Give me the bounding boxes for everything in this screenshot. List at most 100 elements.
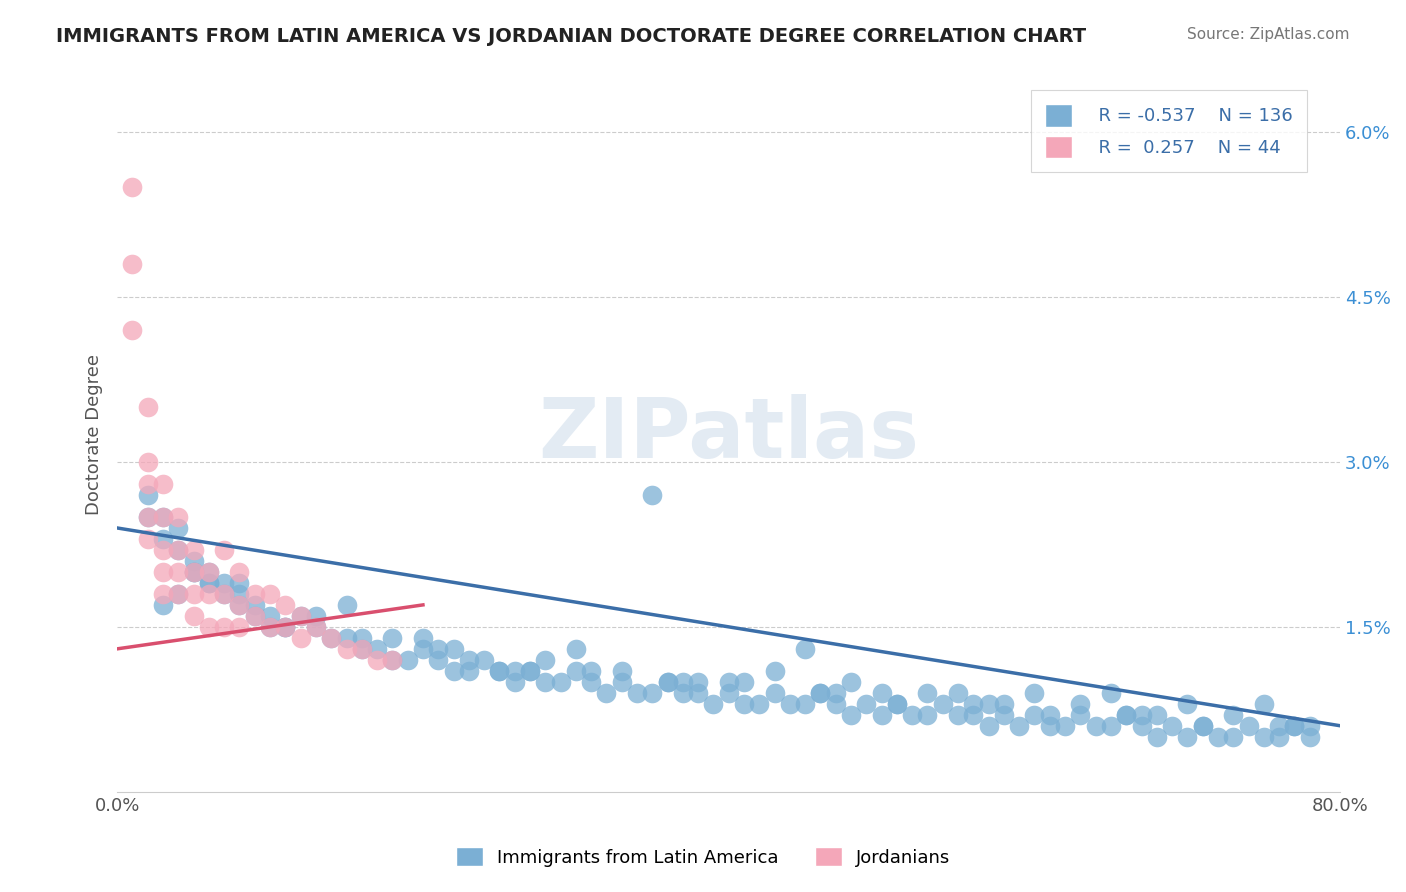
Point bbox=[259, 620, 281, 634]
Point bbox=[1024, 686, 1046, 700]
Point bbox=[121, 180, 143, 194]
Point bbox=[886, 697, 908, 711]
Point bbox=[688, 686, 710, 700]
Point bbox=[152, 543, 174, 558]
Point bbox=[350, 641, 373, 656]
Point bbox=[457, 653, 479, 667]
Point bbox=[1039, 719, 1062, 733]
Point bbox=[1008, 719, 1031, 733]
Point bbox=[717, 686, 740, 700]
Point bbox=[457, 664, 479, 678]
Point bbox=[1054, 719, 1077, 733]
Point bbox=[1284, 719, 1306, 733]
Point bbox=[152, 565, 174, 579]
Point bbox=[962, 697, 984, 711]
Point bbox=[167, 587, 190, 601]
Point bbox=[183, 554, 205, 568]
Point bbox=[381, 653, 404, 667]
Y-axis label: Doctorate Degree: Doctorate Degree bbox=[86, 354, 103, 515]
Point bbox=[366, 641, 388, 656]
Point bbox=[121, 257, 143, 271]
Point bbox=[946, 707, 969, 722]
Point bbox=[290, 608, 312, 623]
Point bbox=[1130, 707, 1153, 722]
Point bbox=[274, 620, 297, 634]
Point bbox=[472, 653, 495, 667]
Point bbox=[198, 587, 221, 601]
Point bbox=[198, 565, 221, 579]
Point bbox=[1115, 707, 1137, 722]
Point bbox=[579, 664, 602, 678]
Point bbox=[198, 575, 221, 590]
Point bbox=[946, 686, 969, 700]
Point bbox=[993, 697, 1015, 711]
Point bbox=[183, 587, 205, 601]
Point bbox=[259, 608, 281, 623]
Point bbox=[519, 664, 541, 678]
Point bbox=[212, 587, 235, 601]
Point bbox=[243, 587, 266, 601]
Point bbox=[824, 697, 846, 711]
Point bbox=[1177, 697, 1199, 711]
Text: ZIPatlas: ZIPatlas bbox=[538, 394, 920, 475]
Point bbox=[901, 707, 924, 722]
Point bbox=[657, 674, 679, 689]
Point bbox=[228, 620, 250, 634]
Point bbox=[274, 598, 297, 612]
Point bbox=[243, 608, 266, 623]
Point bbox=[183, 543, 205, 558]
Point bbox=[443, 664, 465, 678]
Point bbox=[977, 719, 1000, 733]
Point bbox=[321, 631, 343, 645]
Point bbox=[1069, 707, 1091, 722]
Point bbox=[212, 543, 235, 558]
Point bbox=[702, 697, 724, 711]
Point bbox=[886, 697, 908, 711]
Point bbox=[733, 697, 755, 711]
Point bbox=[335, 598, 357, 612]
Point bbox=[1237, 719, 1260, 733]
Point bbox=[412, 631, 434, 645]
Point bbox=[1206, 730, 1229, 744]
Point bbox=[228, 587, 250, 601]
Point bbox=[610, 664, 633, 678]
Point bbox=[641, 686, 664, 700]
Point bbox=[274, 620, 297, 634]
Point bbox=[1268, 730, 1291, 744]
Point bbox=[717, 674, 740, 689]
Point bbox=[198, 565, 221, 579]
Legend:   R = -0.537    N = 136,   R =  0.257    N = 44: R = -0.537 N = 136, R = 0.257 N = 44 bbox=[1031, 90, 1306, 172]
Point bbox=[350, 631, 373, 645]
Point bbox=[366, 653, 388, 667]
Legend: Immigrants from Latin America, Jordanians: Immigrants from Latin America, Jordanian… bbox=[449, 840, 957, 874]
Text: Source: ZipAtlas.com: Source: ZipAtlas.com bbox=[1187, 27, 1350, 42]
Point bbox=[1024, 707, 1046, 722]
Point bbox=[917, 686, 939, 700]
Point bbox=[183, 565, 205, 579]
Point bbox=[167, 565, 190, 579]
Point bbox=[321, 631, 343, 645]
Point bbox=[763, 686, 786, 700]
Point bbox=[534, 653, 557, 667]
Point bbox=[503, 664, 526, 678]
Point bbox=[1115, 707, 1137, 722]
Point bbox=[136, 488, 159, 502]
Point bbox=[1084, 719, 1107, 733]
Point bbox=[183, 565, 205, 579]
Point bbox=[565, 664, 588, 678]
Point bbox=[427, 641, 450, 656]
Point bbox=[167, 543, 190, 558]
Point bbox=[152, 532, 174, 546]
Point bbox=[1069, 697, 1091, 711]
Point bbox=[228, 565, 250, 579]
Point bbox=[1284, 719, 1306, 733]
Point bbox=[1039, 707, 1062, 722]
Point bbox=[672, 686, 695, 700]
Point bbox=[136, 455, 159, 469]
Point bbox=[565, 641, 588, 656]
Point bbox=[212, 575, 235, 590]
Point bbox=[503, 674, 526, 689]
Point bbox=[855, 697, 877, 711]
Point bbox=[1191, 719, 1213, 733]
Point bbox=[779, 697, 801, 711]
